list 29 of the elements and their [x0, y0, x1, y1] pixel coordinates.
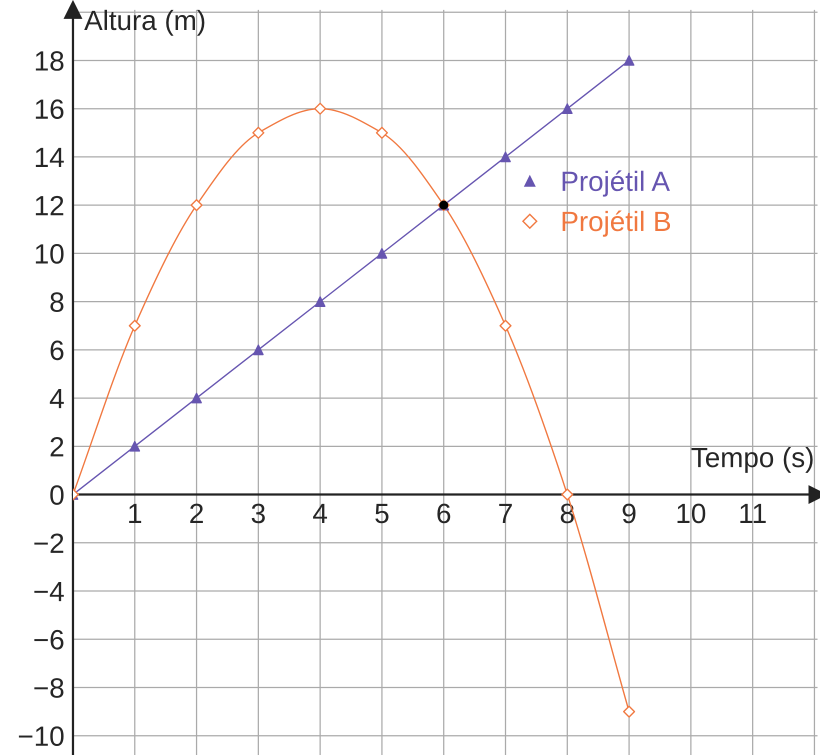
x-tick-label: 6: [437, 504, 450, 524]
y-tick-label: 8: [50, 292, 64, 312]
y-tick-label: −2: [34, 533, 64, 553]
x-tick-label: 11: [740, 504, 766, 524]
y-tick-label: 4: [50, 389, 64, 408]
x-tick-label: 7: [499, 504, 512, 524]
legend-label: Projétil B: [562, 210, 670, 237]
y-tick-label: 2: [50, 436, 64, 456]
x-tick-label: 10: [678, 504, 706, 524]
x-tick-label: 5: [375, 504, 388, 524]
x-tick-label: 2: [190, 504, 203, 524]
x-tick-label: 4: [313, 504, 328, 524]
y-tick-label: −4: [34, 582, 64, 602]
y-tick-label: −8: [34, 678, 64, 698]
y-tick-label: 16: [36, 99, 64, 120]
x-axis-title: Tempo (s): [692, 446, 813, 473]
x-tick-label: 3: [252, 504, 265, 524]
x-tick-label: 1: [129, 504, 142, 524]
x-tick-label: 9: [622, 504, 636, 524]
y-tick-label: 12: [36, 196, 64, 216]
y-tick-label: 10: [36, 244, 64, 264]
y-tick-label: −6: [34, 630, 64, 650]
y-tick-label: 14: [36, 148, 64, 167]
legend-label: Projétil A: [562, 170, 670, 197]
y-tick-label: 0: [50, 485, 64, 505]
y-tick-label: 18: [36, 51, 64, 71]
y-axis-title: Altura (m): [84, 10, 204, 36]
y-tick-label: 6: [50, 340, 64, 360]
y-tick-label: −10: [18, 726, 64, 746]
